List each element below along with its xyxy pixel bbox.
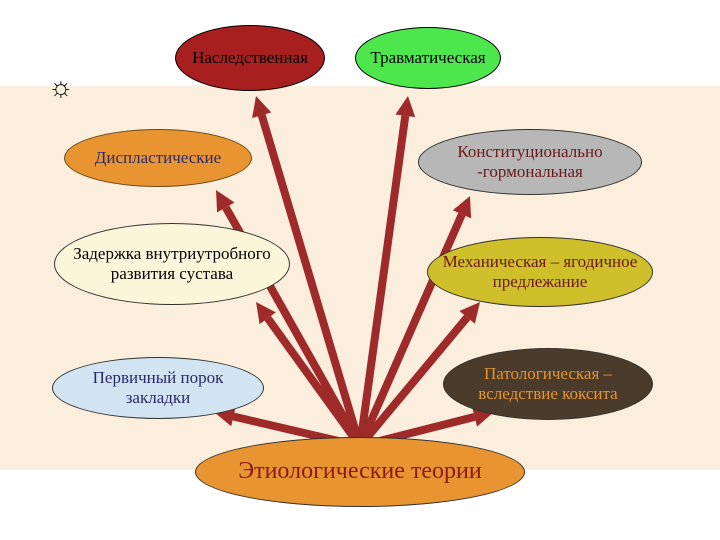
node-hereditary: Наследственная: [175, 25, 325, 91]
node-label-root: Этиологические теории: [238, 458, 481, 486]
node-label-traumatic: Травматическая: [370, 48, 485, 68]
node-label-primary: Первичный порок закладки: [63, 368, 253, 407]
node-root: Этиологические теории: [195, 437, 525, 507]
node-const_horm: Конституционально -гормональная: [418, 129, 642, 195]
diagram-canvas: ☼ Наследственная Травматическая Диспластич…: [0, 0, 720, 540]
node-label-dysplastic: Диспластические: [95, 148, 221, 168]
sun-icon: ☼: [48, 72, 74, 104]
node-label-const_horm: Конституционально -гормональная: [457, 142, 602, 181]
node-pathological: Патологическая – вследствие коксита: [443, 348, 653, 420]
node-dysplastic: Диспластические: [64, 129, 252, 187]
node-traumatic: Травматическая: [355, 27, 501, 89]
node-label-mechanical: Механическая – ягодичное предлежание: [438, 252, 642, 291]
node-delay: Задержка внутриутробного развития сустав…: [54, 223, 290, 305]
node-label-delay: Задержка внутриутробного развития сустав…: [65, 244, 279, 283]
node-label-hereditary: Наследственная: [192, 48, 308, 68]
node-primary: Первичный порок закладки: [52, 357, 264, 419]
node-label-pathological: Патологическая – вследствие коксита: [454, 364, 642, 403]
node-mechanical: Механическая – ягодичное предлежание: [427, 237, 653, 307]
